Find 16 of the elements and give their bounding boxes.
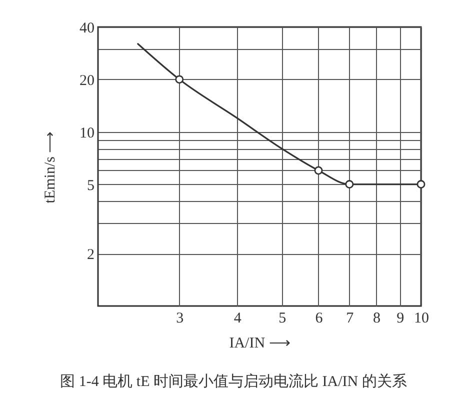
x-tick-label: 10	[414, 310, 429, 326]
y-tick-label: 10	[80, 125, 94, 142]
y-tick-label: 20	[80, 72, 94, 89]
x-tick-label: 5	[278, 310, 286, 326]
x-tick-label: 9	[396, 310, 404, 326]
text: 图 1-4 电机 tE 时间最小值与启动电流比 IA/IN 的关系	[60, 373, 407, 390]
y-tick-label: 5	[87, 178, 94, 194]
x-tick-label: 7	[346, 310, 354, 326]
y-tick-label: 2	[87, 247, 94, 264]
x-axis-title: IA/IN ⟶	[229, 336, 291, 352]
y-axis-title: tEmin/s ⟶	[42, 130, 58, 204]
x-tick-label: 3	[176, 310, 184, 326]
x-tick-label: 8	[372, 310, 380, 326]
x-tick-label: 4	[234, 310, 242, 326]
y-tick-label: 40	[80, 20, 94, 36]
x-tick-label: 6	[315, 310, 324, 326]
